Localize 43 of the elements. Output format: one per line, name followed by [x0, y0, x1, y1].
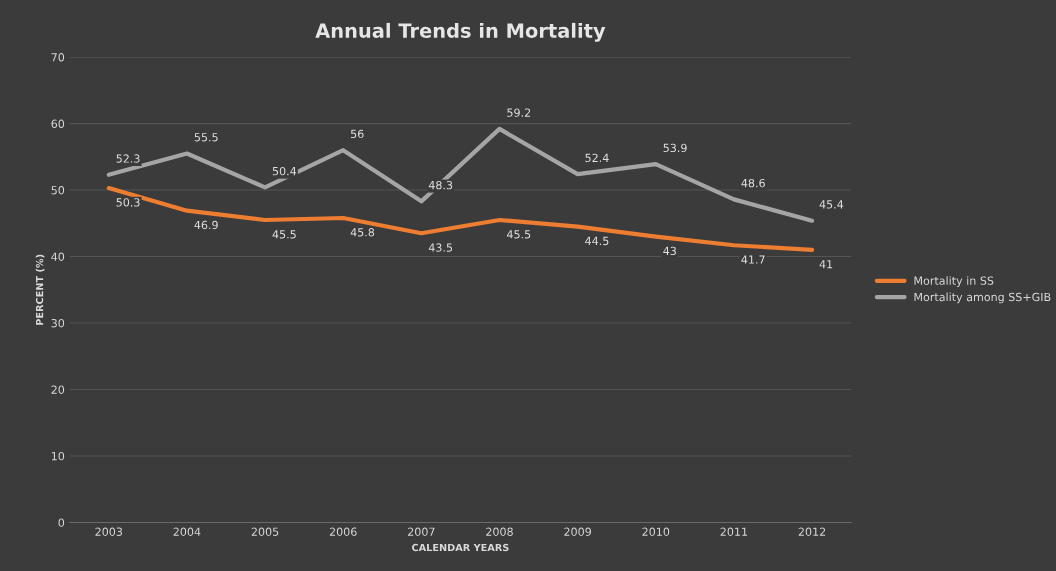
x-tick-label: 2008	[486, 527, 513, 536]
chart-title: Annual Trends in Mortality	[315, 22, 606, 42]
data-label: 44.5	[585, 236, 609, 246]
data-label: 41	[819, 260, 833, 269]
y-tick-label: 20	[51, 385, 65, 394]
data-label: 41.7	[741, 255, 765, 264]
x-tick-label: 2010	[642, 527, 670, 536]
data-label: 52.4	[585, 153, 609, 163]
data-label: 45.8	[350, 228, 375, 237]
data-label: 48.6	[741, 178, 765, 188]
data-label: 52.3	[116, 154, 140, 163]
data-label: 48.3	[428, 180, 453, 190]
y-tick-label: 60	[51, 119, 65, 128]
x-tick-label: 2012	[798, 527, 826, 536]
data-label: 43.5	[428, 243, 453, 252]
y-tick-label: 50	[51, 186, 65, 195]
x-tick-label: 2009	[564, 527, 591, 536]
data-label: 50.4	[272, 166, 297, 176]
y-tick-label: 70	[51, 53, 65, 62]
legend-label: Mortality in SS	[914, 276, 994, 287]
y-axis-title: PERCENT (%)	[35, 254, 45, 325]
data-label: 45.4	[819, 200, 844, 209]
x-axis-title: CALENDAR YEARS	[412, 543, 509, 552]
data-label: 53.9	[663, 143, 687, 153]
x-tick-label: 2007	[408, 527, 435, 536]
y-tick-label: 30	[51, 319, 65, 328]
y-tick-label: 10	[51, 451, 65, 461]
data-label: 59.2	[507, 108, 531, 117]
data-label: 55.5	[194, 133, 218, 142]
data-label: 45.5	[506, 230, 531, 239]
data-label: 45.5	[272, 230, 296, 239]
x-tick-label: 2003	[95, 527, 123, 536]
data-label: 43	[663, 246, 676, 256]
x-tick-label: 2006	[329, 527, 357, 536]
y-tick-label: 0	[58, 518, 65, 527]
x-tick-label: 2011	[720, 527, 748, 536]
x-tick-label: 2004	[173, 527, 201, 536]
y-tick-label: 40	[51, 252, 65, 261]
data-label: 50.3	[116, 198, 140, 207]
x-tick-label: 2005	[251, 527, 279, 536]
legend-label: Mortality among SS+GIB	[914, 292, 1051, 304]
data-label: 56	[351, 129, 364, 139]
data-label: 46.9	[194, 220, 218, 230]
